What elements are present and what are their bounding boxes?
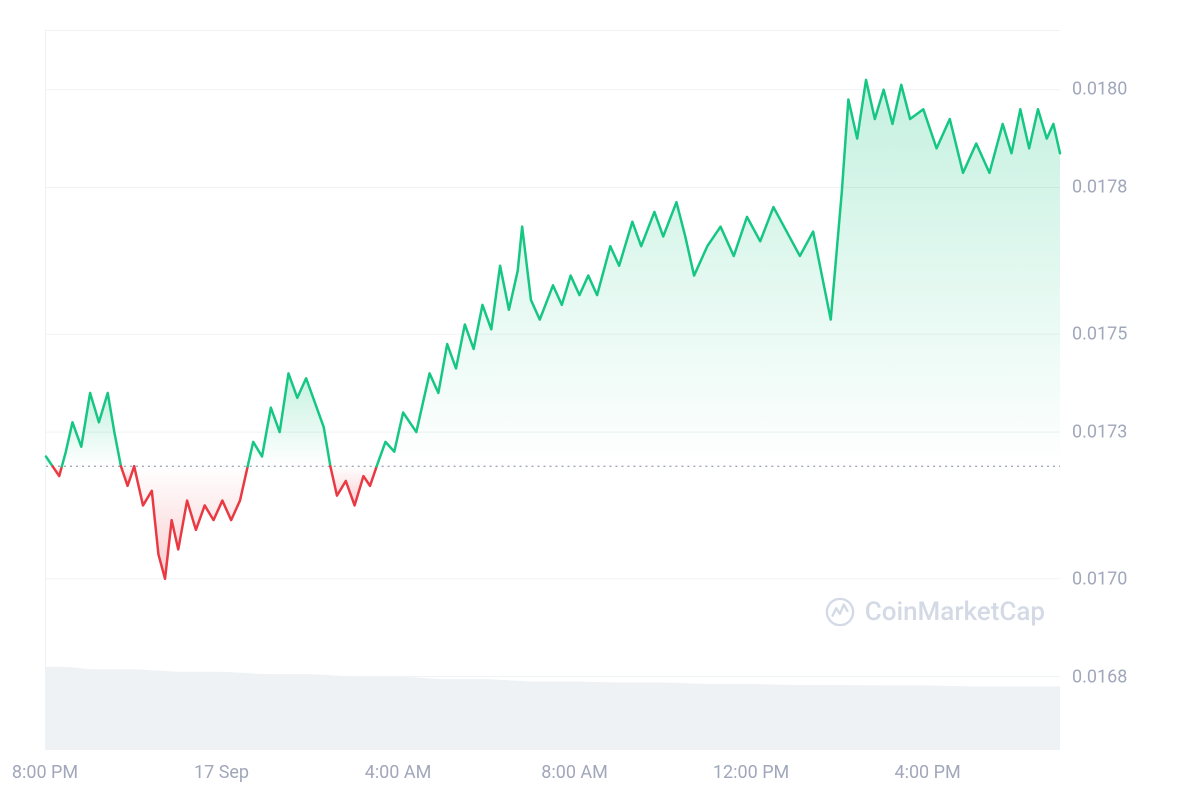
x-tick-label: 4:00 AM bbox=[365, 762, 432, 783]
y-tick-label: 0.0168 bbox=[1072, 666, 1127, 687]
x-tick-label: 12:00 PM bbox=[713, 762, 789, 783]
watermark: CoinMarketCap bbox=[825, 597, 1045, 627]
x-tick-label: 8:00 AM bbox=[541, 762, 608, 783]
x-tick-label: 8:00 PM bbox=[12, 762, 78, 783]
x-axis-labels: 8:00 PM17 Sep4:00 AM8:00 AM12:00 PM4:00 … bbox=[45, 762, 1060, 792]
price-chart[interactable]: 0.0180 0.0178 0.0175 0.0173 0.0170 0.0168 8:0… bbox=[0, 0, 1200, 800]
volume-area bbox=[46, 667, 1060, 750]
y-tick-label: 0.0180 bbox=[1072, 78, 1127, 99]
x-tick-label: 17 Sep bbox=[194, 762, 249, 783]
x-tick-label: 4:00 PM bbox=[894, 762, 960, 783]
y-tick-label: 0.0175 bbox=[1072, 323, 1127, 344]
coinmarketcap-icon bbox=[825, 597, 855, 627]
chart-svg bbox=[46, 31, 1060, 750]
watermark-text: CoinMarketCap bbox=[865, 597, 1045, 627]
y-axis-labels: 0.0180 0.0178 0.0175 0.0173 0.0170 0.0168 bbox=[1072, 30, 1172, 750]
y-tick-label: 0.0178 bbox=[1072, 176, 1127, 197]
fill-areas bbox=[46, 80, 1060, 579]
y-tick-label: 0.0170 bbox=[1072, 568, 1127, 589]
plot-area[interactable] bbox=[45, 30, 1060, 750]
y-tick-label: 0.0173 bbox=[1072, 421, 1127, 442]
